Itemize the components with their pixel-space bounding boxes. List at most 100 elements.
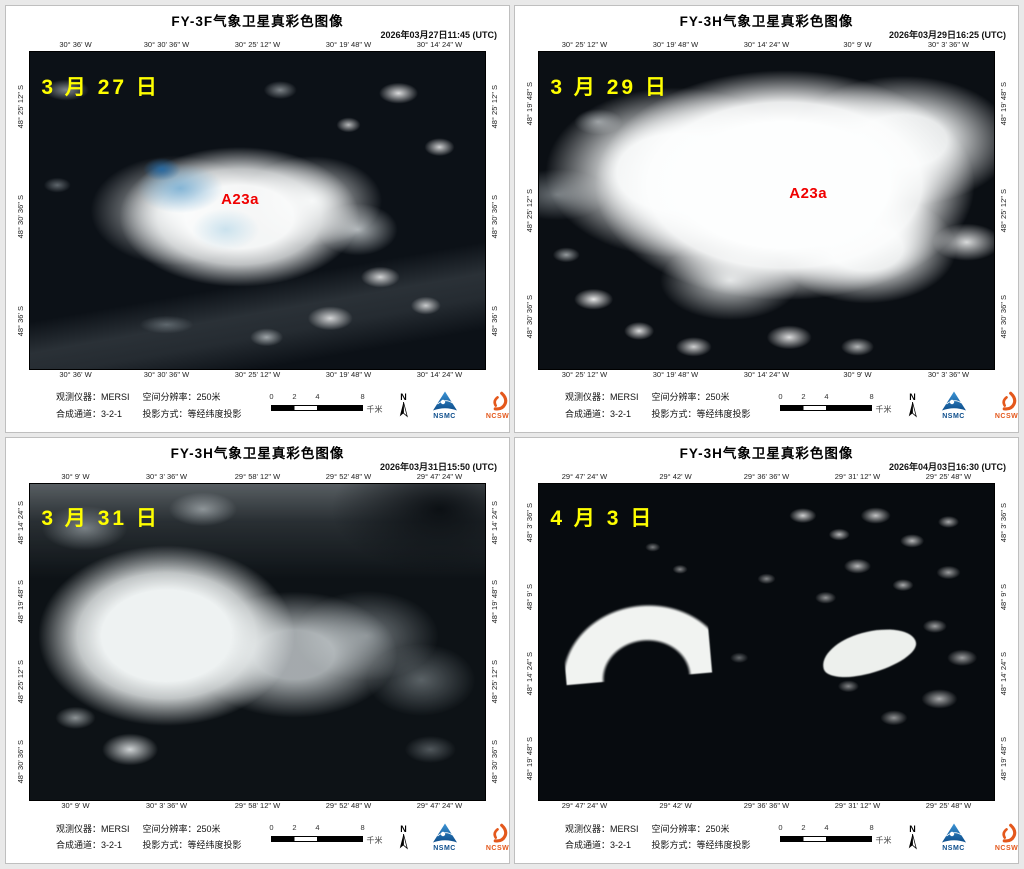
lon-label: 30° 19' 48" W [325, 40, 372, 49]
nsmc-logo: NSMC [425, 391, 465, 420]
lat-label: 48° 3' 36" S [999, 503, 1008, 543]
scale-bar: 0 2 4 8 千米 [269, 822, 382, 852]
lon-label: 30° 25' 12" W [234, 369, 281, 379]
lat-label: 48° 19' 48" S [999, 82, 1008, 126]
latitude-labels-right: 48° 14' 24" S 48° 19' 48" S 48° 25' 12" … [486, 483, 503, 802]
north-arrow-icon [399, 402, 408, 418]
north-label: N [909, 392, 916, 402]
map-footer: 观测仪器：MERSI 合成通道：3-2-1 空间分辨率：250米 投影方式：等经… [521, 814, 1018, 860]
projection-label: 投影方式：等经纬度投影 [142, 408, 242, 419]
longitude-labels-bottom: 29° 47' 24" W 29° 42' W 29° 36' 36" W 29… [539, 801, 994, 812]
scale-tick: 2 [292, 391, 297, 401]
map-footer: 观测仪器：MERSI 合成通道：3-2-1 空间分辨率：250米 投影方式：等经… [12, 814, 509, 860]
lat-label: 48° 3' 36" S [525, 503, 534, 543]
nsmc-triangle-icon [432, 391, 457, 411]
longitude-labels-top: 30° 9' W 30° 3' 36" W 29° 58' 12" W 29° … [30, 472, 485, 483]
lon-label: 30° 36' W [59, 369, 92, 379]
ncsw-logo: NCSW [478, 823, 509, 852]
longitude-labels-top: 30° 25' 12" W 30° 19' 48" W 30° 14' 24" … [539, 40, 994, 51]
lat-label: 48° 14' 24" S [490, 500, 499, 544]
resolution-label: 空间分辨率：250米 [651, 392, 730, 403]
lat-label: 48° 25' 12" S [16, 659, 25, 704]
nsmc-logo: NSMC [934, 391, 974, 420]
panel-title: FY-3H气象卫星真彩色图像 [170, 445, 345, 461]
north-arrow: N [396, 823, 412, 850]
lon-label: 30° 19' 48" W [325, 369, 372, 379]
resolution-label: 空间分辨率：250米 [142, 823, 221, 834]
lat-label: 48° 14' 24" S [525, 651, 534, 696]
lon-label: 30° 14' 24" W [743, 40, 790, 49]
nsmc-label: NSMC [433, 413, 456, 420]
scale-bar: 0 2 4 8 千米 [269, 391, 382, 421]
map-area: 48° 14' 24" S 48° 19' 48" S 48° 25' 12" … [12, 482, 503, 802]
latitude-labels-right: 48° 19' 48" S 48° 25' 12" S 48° 30' 36" … [995, 51, 1012, 370]
lon-label: 30° 19' 48" W [652, 40, 699, 49]
lon-label: 29° 42' W [659, 471, 692, 481]
lat-label: 48° 19' 48" S [999, 736, 1008, 781]
lon-label: 30° 3' 36" W [145, 801, 188, 810]
lon-label: 30° 30' 36" W [143, 40, 190, 49]
satellite-image-2026-03-27: 3 月 27 日 A23a [29, 51, 486, 370]
panel-timestamp: 2026年03月29日16:25 (UTC) [888, 30, 1006, 40]
lat-label: 48° 25' 12" S [525, 188, 534, 232]
lat-label: 48° 36' S [16, 305, 25, 336]
latitude-labels-right: 48° 25' 12" S 48° 30' 36" S 48° 36' S [486, 51, 503, 370]
lat-label: 48° 19' 48" S [16, 580, 25, 624]
map-area: 48° 3' 36" S 48° 9' S 48° 14' 24" S 48° … [521, 482, 1012, 801]
lat-label: 48° 30' 36" S [490, 739, 499, 783]
scale-tick: 0 [778, 391, 783, 401]
lon-label: 29° 52' 48" W [325, 471, 372, 481]
north-arrow: N [905, 393, 921, 418]
panel-2026-04-03: FY-3H气象卫星真彩色图像 2026年04月03日16:30 (UTC) 29… [514, 436, 1019, 864]
scale-bar-graphic [779, 404, 872, 411]
instrument-label: 观测仪器：MERSI [565, 392, 639, 403]
north-arrow-icon [908, 833, 917, 849]
lon-label: 30° 14' 24" W [416, 369, 463, 379]
lon-label: 30° 25' 12" W [561, 369, 608, 379]
lon-label: 29° 47' 24" W [561, 471, 608, 481]
scale-tick: 2 [801, 823, 806, 832]
projection-label: 投影方式：等经纬度投影 [651, 408, 751, 419]
ncsw-flame-icon [1001, 391, 1016, 411]
longitude-labels-bottom: 30° 36' W 30° 30' 36" W 30° 25' 12" W 30… [30, 370, 485, 381]
lon-label: 30° 3' 36" W [927, 40, 970, 49]
scale-tick: 4 [824, 823, 829, 832]
iceberg-fragment-shape [817, 620, 921, 686]
lon-label: 30° 9' W [61, 471, 90, 481]
ncsw-logo: NCSW [987, 391, 1018, 420]
scale-bar: 0 2 4 8 千米 [778, 391, 891, 421]
nsmc-triangle-icon [432, 823, 457, 842]
lat-label: 48° 30' 36" S [999, 294, 1008, 339]
lon-label: 30° 36' W [59, 40, 92, 49]
lon-label: 29° 47' 24" W [416, 801, 463, 810]
north-arrow: N [905, 824, 921, 850]
resolution-label: 空间分辨率：250米 [142, 392, 221, 403]
lat-label: 48° 9' S [525, 584, 534, 611]
ncsw-label: NCSW [485, 413, 510, 420]
lon-label: 29° 36' 36" W [743, 801, 790, 810]
iceberg-crescent-shape [557, 572, 712, 686]
lat-label: 48° 36' S [490, 305, 499, 336]
instrument-label: 观测仪器：MERSI [56, 823, 130, 834]
ncsw-logo: NCSW [987, 823, 1018, 852]
scale-bar-graphic [270, 404, 363, 411]
scale-tick: 0 [269, 391, 274, 401]
scale-bar: 0 2 4 8 千米 [778, 822, 891, 852]
lon-label: 30° 9' W [61, 801, 90, 810]
panel-title: FY-3F气象卫星真彩色图像 [171, 14, 344, 29]
metadata-block-1: 观测仪器：MERSI 合成通道：3-2-1 [565, 389, 639, 421]
satellite-image-2026-04-03: 4 月 3 日 [538, 482, 995, 801]
metadata-block-2: 空间分辨率：250米 投影方式：等经纬度投影 [652, 821, 751, 853]
lon-label: 29° 42' W [659, 801, 692, 810]
lat-label: 48° 19' 48" S [490, 580, 499, 624]
lat-label: 48° 25' 12" S [16, 84, 25, 128]
lat-label: 48° 19' 48" S [525, 82, 534, 126]
scale-tick: 0 [269, 823, 274, 832]
scale-tick: 8 [869, 823, 874, 832]
lon-label: 30° 9' W [843, 369, 872, 379]
lon-label: 29° 47' 24" W [416, 471, 463, 481]
iceberg-a23a-label: A23a [789, 184, 828, 202]
lon-label: 29° 31' 12" W [834, 471, 881, 481]
north-label: N [400, 823, 407, 834]
